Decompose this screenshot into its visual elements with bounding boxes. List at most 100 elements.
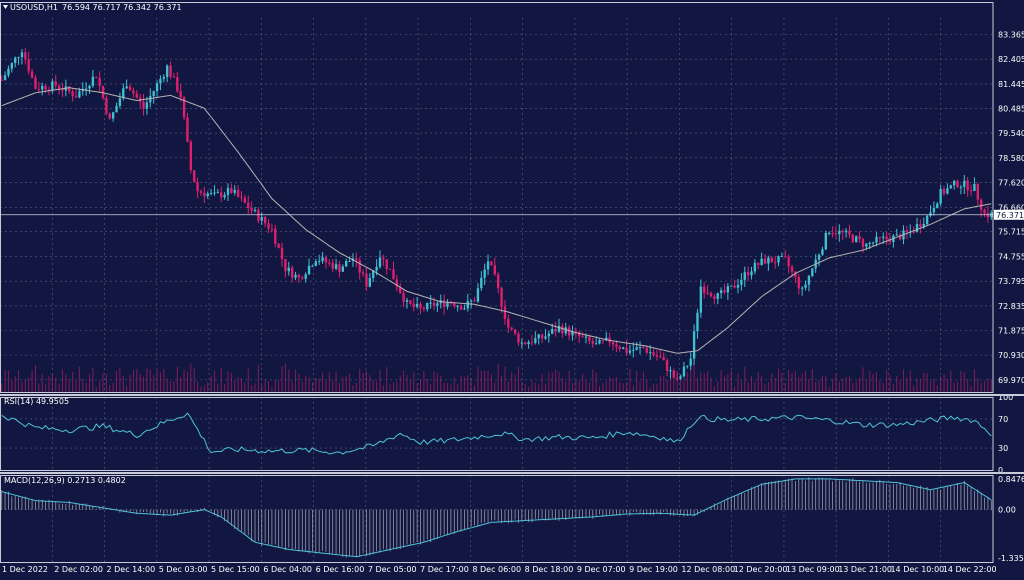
candle-body	[858, 236, 861, 240]
time-tick-label: 7 Dec 17:00	[420, 565, 469, 574]
candle-body	[206, 193, 209, 197]
candle-body	[490, 261, 493, 266]
candle-body	[78, 91, 81, 98]
candle-body	[540, 334, 544, 339]
candle-body	[618, 346, 621, 350]
candle-body	[787, 256, 790, 267]
candle-body	[172, 76, 176, 78]
candle-body	[453, 302, 456, 307]
candle-body	[973, 183, 976, 192]
candle-body	[773, 262, 777, 264]
candle-body	[412, 303, 415, 307]
candle-body	[615, 344, 618, 347]
candle-body	[189, 141, 193, 171]
candle-body	[655, 355, 659, 357]
candle-body	[753, 262, 757, 272]
candle-body	[409, 300, 412, 304]
macd-level-label: 0.8476	[998, 475, 1024, 484]
candle-body	[166, 65, 169, 77]
time-tick-label: 2 Dec 02:00	[54, 565, 103, 574]
candle-body	[919, 224, 922, 227]
candle-body	[760, 258, 763, 266]
candle-body	[895, 234, 898, 236]
candle-body	[571, 331, 574, 336]
candle-body	[199, 191, 203, 193]
price-tick-label: 77.620	[998, 179, 1024, 188]
candle-body	[662, 357, 665, 361]
candle-body	[780, 256, 784, 258]
time-tick-label: 9 Dec 07:00	[577, 565, 626, 574]
candle-body	[115, 105, 118, 113]
panel-border	[0, 397, 994, 471]
candle-body	[375, 266, 378, 271]
grid	[0, 18, 994, 562]
candle-body	[24, 52, 27, 60]
candle-body	[682, 366, 686, 377]
candle-body	[676, 377, 679, 379]
candle-body	[422, 307, 426, 310]
price-tick-label: 83.365	[998, 30, 1024, 39]
candle-body	[925, 215, 929, 225]
candle-body	[135, 93, 138, 98]
volume-bars	[1, 362, 992, 392]
candle-body	[719, 290, 723, 294]
candle-body	[635, 347, 638, 350]
candle-body	[436, 303, 439, 306]
candle-body	[875, 236, 878, 243]
candle-body	[551, 328, 554, 334]
candle-body	[145, 102, 149, 109]
candle-body	[534, 338, 537, 343]
candle-body	[527, 342, 530, 345]
candle-body	[659, 356, 662, 358]
macd-panel: 0.8476 0.00 -1.3357	[0, 475, 1024, 563]
candle-body	[321, 257, 324, 262]
macd-signal-line	[1, 478, 992, 558]
candle-body	[834, 233, 838, 235]
candle-body	[986, 213, 990, 218]
candle-body	[524, 342, 527, 345]
candle-body	[611, 342, 615, 345]
candle-body	[277, 243, 280, 248]
candle-body	[118, 98, 122, 106]
candle-body	[34, 77, 37, 89]
candle-body	[838, 230, 841, 235]
candle-body	[730, 285, 733, 287]
candle-body	[929, 212, 932, 216]
candle-body	[176, 77, 179, 92]
candle-body	[61, 88, 64, 91]
macd-label: MACD(12,26,9) 0.2713 0.4802	[4, 476, 126, 485]
candle-body	[598, 339, 601, 344]
candle-body	[348, 260, 351, 262]
candle-body	[648, 352, 652, 354]
candle-body	[824, 232, 827, 250]
candle-body	[243, 197, 247, 203]
candle-body	[517, 333, 520, 343]
candle-body	[817, 254, 821, 260]
rsi-line	[1, 412, 992, 455]
candle-body	[882, 236, 885, 238]
candle-body	[912, 231, 915, 233]
candle-body	[699, 286, 703, 313]
candle-body	[226, 188, 230, 195]
dropdown-triangle-icon	[3, 5, 8, 9]
time-tick-label: 5 Dec 15:00	[211, 565, 260, 574]
candle-body	[915, 224, 919, 232]
candle-body	[419, 303, 422, 308]
candle-body	[223, 194, 226, 198]
candle-body	[716, 293, 719, 299]
candle-body	[405, 300, 409, 302]
candle-body	[936, 203, 939, 209]
candle-body	[341, 266, 345, 272]
candle-body	[68, 86, 71, 92]
price-tick-label: 80.485	[998, 105, 1024, 114]
candle-body	[594, 343, 598, 345]
candle-body	[71, 91, 74, 97]
candle-body	[564, 327, 567, 334]
candle-body	[628, 350, 632, 353]
candle-body	[314, 261, 317, 266]
panel-border	[0, 2, 994, 393]
candle-body	[47, 89, 51, 91]
candle-body	[963, 180, 966, 187]
